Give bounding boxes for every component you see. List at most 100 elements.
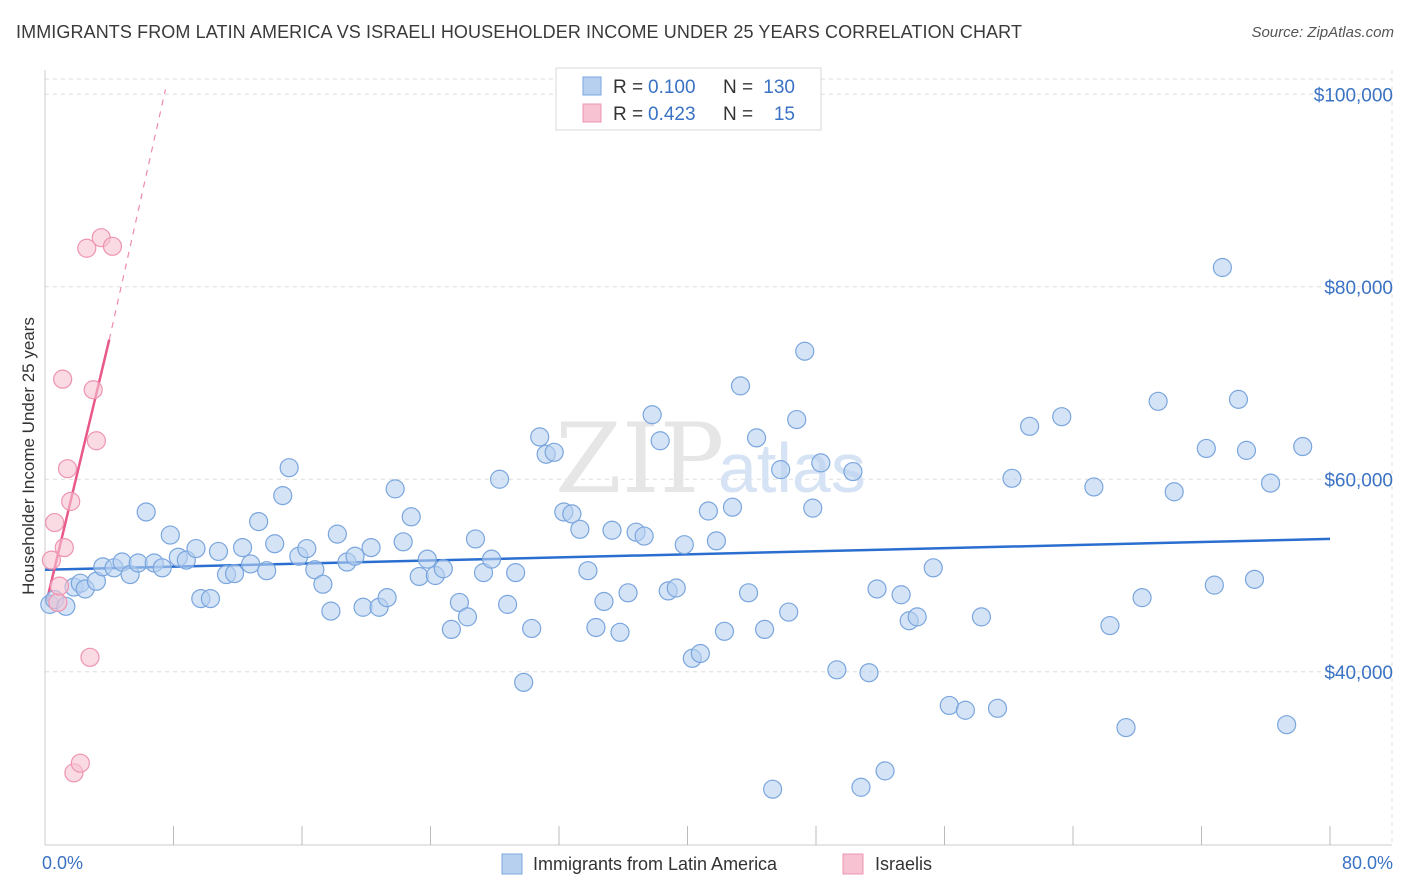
- y-axis-title: Householder Income Under 25 years: [19, 317, 38, 595]
- point-latin-america-96: [811, 453, 831, 473]
- trend-line-israelis-extension: [108, 89, 167, 340]
- legend-n-label-2: N =: [723, 104, 753, 125]
- point-latin-america-36: [327, 524, 347, 544]
- point-latin-america-65: [562, 504, 582, 524]
- point-israelis-2: [48, 592, 68, 613]
- legend-swatch-pink: [582, 103, 602, 123]
- point-latin-america-33: [305, 560, 325, 580]
- point-latin-america-99: [851, 777, 871, 797]
- point-latin-america-76: [650, 431, 670, 451]
- point-latin-america-57: [498, 594, 518, 614]
- point-latin-america-18: [186, 538, 206, 559]
- point-latin-america-14: [152, 558, 172, 578]
- point-latin-america-112: [1020, 416, 1040, 436]
- point-latin-america-101: [867, 579, 887, 599]
- point-israelis-1: [45, 512, 65, 533]
- point-latin-america-102: [875, 761, 895, 781]
- point-israelis-7: [61, 491, 81, 511]
- point-latin-america-63: [544, 442, 564, 462]
- chart-title: IMMIGRANTS FROM LATIN AMERICA VS ISRAELI…: [16, 22, 1023, 42]
- point-latin-america-26: [249, 511, 269, 532]
- watermark-atlas: atlas: [718, 429, 866, 507]
- point-latin-america-107: [939, 695, 959, 716]
- legend-r-value-1: 0.100: [648, 77, 696, 98]
- point-latin-america-67: [578, 561, 598, 581]
- point-israelis-12: [83, 380, 103, 400]
- point-israelis-9: [70, 753, 90, 773]
- point-latin-america-125: [1244, 569, 1265, 589]
- point-latin-america-50: [441, 619, 461, 640]
- legend-n-value-1: 130: [763, 77, 795, 98]
- point-latin-america-124: [1236, 440, 1257, 460]
- point-latin-america-84: [714, 621, 735, 641]
- point-latin-america-93: [787, 409, 807, 430]
- point-latin-america-27: [257, 561, 277, 581]
- legend-n-value-2: 15: [774, 104, 795, 125]
- point-latin-america-87: [738, 583, 759, 603]
- point-latin-america-100: [859, 663, 879, 683]
- point-latin-america-52: [457, 607, 478, 627]
- point-latin-america-75: [642, 405, 662, 425]
- point-latin-america-82: [698, 501, 718, 521]
- point-latin-america-118: [1148, 391, 1168, 411]
- point-latin-america-108: [955, 700, 975, 720]
- point-latin-america-51: [449, 592, 470, 613]
- point-latin-america-58: [506, 563, 526, 583]
- point-latin-america-72: [618, 583, 638, 603]
- point-latin-america-71: [610, 622, 630, 642]
- grid: [45, 70, 1393, 845]
- point-latin-america-46: [417, 549, 437, 569]
- trend-lines: [44, 89, 1331, 602]
- point-latin-america-79: [674, 535, 694, 555]
- point-latin-america-34: [313, 574, 333, 594]
- point-israelis-15: [102, 236, 123, 256]
- point-latin-america-128: [1293, 436, 1313, 457]
- point-latin-america-61: [530, 427, 550, 447]
- bottom-legend-label-1: Immigrants from Latin America: [533, 854, 778, 874]
- point-israelis-6: [57, 459, 78, 479]
- point-latin-america-42: [377, 588, 397, 608]
- point-latin-america-94: [795, 341, 815, 361]
- point-latin-america-117: [1132, 588, 1152, 608]
- point-latin-america-20: [200, 588, 221, 609]
- y-tick-label-1: $60,000: [1324, 470, 1393, 491]
- bottom-legend-label-2: Israelis: [875, 854, 932, 874]
- point-latin-america-70: [602, 520, 622, 540]
- point-latin-america-74: [634, 526, 654, 546]
- point-latin-america-40: [361, 537, 381, 558]
- point-latin-america-55: [481, 549, 502, 569]
- point-latin-america-119: [1164, 482, 1184, 502]
- point-latin-america-28: [265, 534, 285, 554]
- point-israelis-10: [77, 238, 97, 258]
- legend-r-value-2: 0.423: [648, 104, 696, 125]
- point-latin-america-98: [843, 461, 863, 482]
- point-israelis-4: [53, 369, 73, 389]
- point-latin-america-30: [279, 458, 299, 478]
- point-latin-america-53: [465, 529, 486, 549]
- point-latin-america-66: [570, 519, 590, 539]
- legend-r-label-1: R =: [613, 77, 643, 98]
- x-tick-max: 80.0%: [1342, 853, 1393, 873]
- point-latin-america-106: [923, 558, 943, 578]
- point-latin-america-56: [489, 469, 510, 489]
- point-latin-america-38: [345, 546, 365, 566]
- bottom-legend-swatch-blue: [501, 853, 523, 875]
- data-points: [40, 228, 1313, 799]
- stats-legend: R = 0.100 N = 130 R = 0.423 N = 15: [555, 67, 822, 131]
- point-latin-america-78: [666, 578, 686, 598]
- point-latin-america-111: [1002, 468, 1022, 488]
- point-latin-america-113: [1052, 407, 1072, 427]
- point-israelis-3: [49, 576, 70, 596]
- point-latin-america-116: [1116, 717, 1136, 738]
- point-latin-america-110: [987, 698, 1008, 718]
- point-latin-america-43: [385, 479, 405, 499]
- point-latin-america-115: [1100, 615, 1120, 636]
- point-latin-america-69: [594, 591, 614, 612]
- point-latin-america-86: [730, 376, 751, 396]
- y-tick-label-2: $80,000: [1324, 278, 1393, 299]
- point-latin-america-120: [1196, 438, 1216, 459]
- watermark: ZIP atlas: [555, 403, 866, 515]
- point-latin-america-126: [1260, 473, 1281, 493]
- point-latin-america-109: [971, 607, 992, 627]
